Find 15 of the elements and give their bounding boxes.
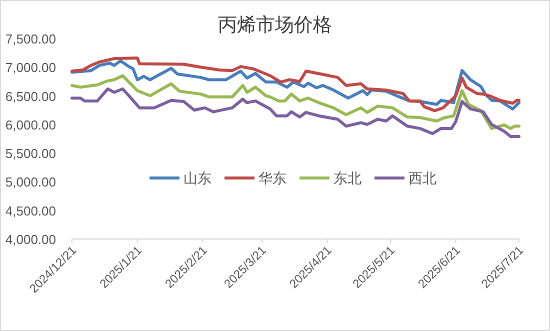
line-series [70, 74, 520, 130]
y-tick-label: 6,500.00 [5, 88, 56, 104]
y-tick-label: 4,000.00 [5, 232, 56, 247]
y-tick-label: 5,500.00 [5, 146, 56, 162]
y-tick-label: 6,000.00 [5, 117, 56, 132]
y-tick-label: 5,000.00 [5, 174, 56, 190]
legend-label: 东北 [334, 171, 362, 187]
y-tick-label: 7,000.00 [5, 60, 56, 76]
legend-label: 山东 [184, 171, 212, 187]
chart-title: 丙烯市场价格 [218, 14, 332, 36]
y-tick-label: 7,500.00 [5, 32, 56, 46]
line-series [70, 87, 520, 138]
legend-label: 华东 [258, 171, 286, 187]
y-tick-label: 4,500.00 [5, 203, 56, 218]
legend-label: 西北 [408, 171, 436, 187]
